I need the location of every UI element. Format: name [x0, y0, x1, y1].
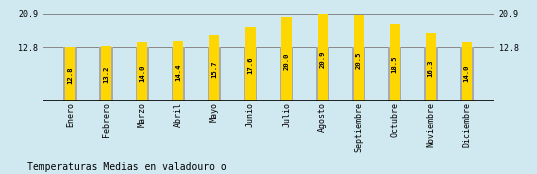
Bar — [137, 42, 148, 101]
Bar — [460, 48, 474, 101]
Bar — [317, 14, 328, 101]
Bar — [101, 46, 111, 101]
Bar — [388, 48, 402, 101]
Text: 12.8: 12.8 — [67, 66, 74, 84]
Bar — [209, 35, 220, 101]
Bar — [462, 42, 471, 101]
Text: 18.5: 18.5 — [391, 55, 397, 73]
Text: 20.9: 20.9 — [320, 50, 325, 68]
Text: 14.4: 14.4 — [176, 63, 182, 81]
Bar — [245, 27, 256, 101]
Bar — [99, 48, 113, 101]
Text: Temperaturas Medias en valadouro o: Temperaturas Medias en valadouro o — [27, 162, 227, 172]
Bar — [316, 48, 329, 101]
Text: 20.0: 20.0 — [284, 52, 289, 70]
Bar — [281, 17, 292, 101]
Bar — [352, 48, 366, 101]
Bar — [280, 48, 293, 101]
Bar — [66, 48, 75, 101]
Text: 20.5: 20.5 — [355, 51, 361, 69]
Bar — [171, 48, 185, 101]
Bar — [353, 15, 364, 101]
Bar — [426, 33, 436, 101]
Text: 14.0: 14.0 — [140, 64, 146, 82]
Bar — [135, 48, 149, 101]
Bar — [208, 48, 221, 101]
Bar — [173, 41, 184, 101]
Bar — [389, 24, 400, 101]
Text: 17.6: 17.6 — [248, 57, 253, 74]
Bar — [244, 48, 257, 101]
Text: 16.3: 16.3 — [427, 60, 434, 77]
Text: 14.0: 14.0 — [463, 64, 470, 82]
Text: 13.2: 13.2 — [103, 66, 110, 83]
Bar — [63, 48, 77, 101]
Text: 15.7: 15.7 — [212, 61, 217, 78]
Bar — [424, 48, 438, 101]
